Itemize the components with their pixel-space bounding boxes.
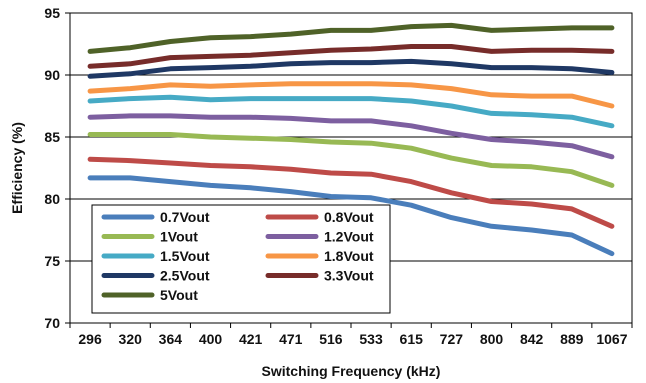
legend: 0.7Vout 0.8Vout 1Vout 1.2Vout 1.5Vout 1.8Vout… [91,204,391,314]
series-line-1-2vout [87,113,615,160]
legend-label: 1.2Vout [324,229,374,245]
x-tick-label: 471 [279,331,303,347]
y-axis-ticks: 70 75 80 85 90 95 [44,5,70,331]
y-tick-label: 85 [44,129,60,145]
y-tick-label: 90 [44,67,60,83]
series-line-5vout [87,22,615,54]
x-tick-label: 889 [560,331,584,347]
x-tick-label: 320 [119,331,143,347]
legend-label: 1.8Vout [324,248,374,264]
legend-label: 3.3Vout [324,268,374,284]
series-line-0-8vout [87,156,615,229]
legend-label: 2.5Vout [160,268,210,284]
legend-label: 0.7Vout [160,209,210,225]
series-line-3-3vout [87,44,615,69]
x-tick-label: 533 [359,331,383,347]
x-tick-label: 421 [239,331,263,347]
x-tick-label: 364 [159,331,183,347]
y-tick-label: 70 [44,315,60,331]
x-axis-title: Switching Frequency (kHz) [262,363,441,379]
legend-label: 1.5Vout [160,248,210,264]
series-line-2-5vout [87,58,615,79]
series-line-1-8vout [87,81,615,109]
legend-label: 1Vout [160,229,198,245]
y-tick-label: 75 [44,253,60,269]
y-axis-title: Efficiency (%) [9,122,25,214]
series-lines [87,22,615,257]
x-tick-label: 727 [440,331,464,347]
x-tick-label: 1067 [596,331,627,347]
series-line-0-7vout [87,175,615,257]
x-axis-ticks: 296 320 364 400 421 471 516 533 615 727 800 842 889 1… [69,323,633,347]
series-line-1-5vout [87,94,615,129]
x-tick-label: 296 [78,331,102,347]
legend-label: 5Vout [160,287,198,303]
series-line-1vout [87,132,615,188]
x-tick-label: 615 [400,331,424,347]
y-tick-label: 95 [44,5,60,21]
x-tick-label: 842 [520,331,544,347]
legend-label: 0.8Vout [324,209,374,225]
x-tick-label: 516 [319,331,343,347]
y-tick-label: 80 [44,191,60,207]
x-tick-label: 400 [199,331,223,347]
x-tick-label: 800 [480,331,504,347]
